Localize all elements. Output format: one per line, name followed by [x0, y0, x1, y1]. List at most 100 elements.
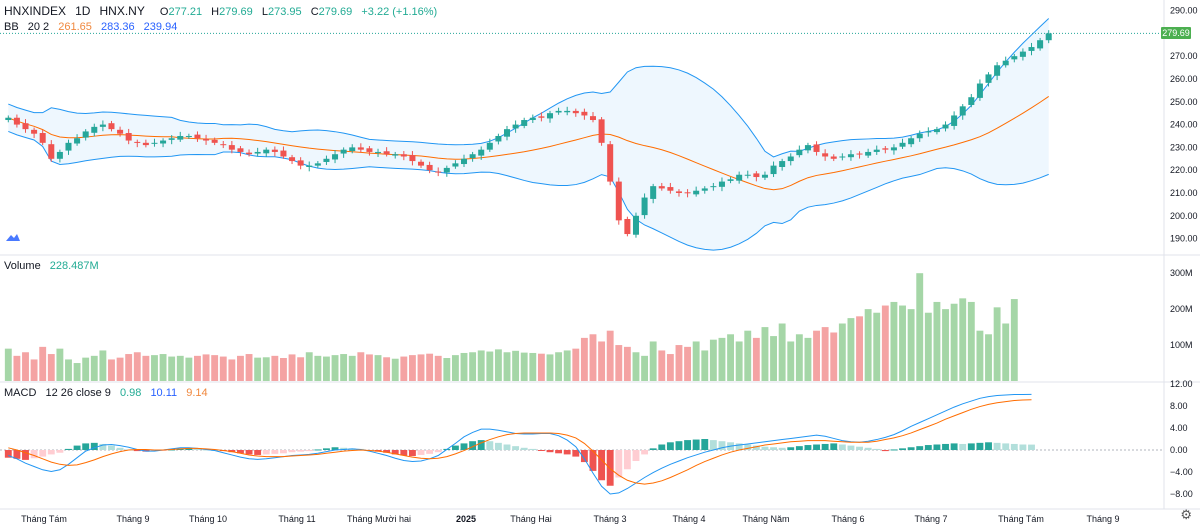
volume-bar	[262, 357, 270, 381]
candle-body	[779, 161, 786, 167]
volume-bar	[770, 336, 777, 381]
volume-bar	[830, 332, 838, 381]
macd-histogram-bar	[598, 450, 606, 481]
volume-bar	[22, 352, 29, 381]
bollinger-band-fill	[8, 18, 1049, 251]
tradingview-logo-icon[interactable]	[5, 231, 21, 243]
macd-histogram-bar	[520, 447, 528, 450]
candle-body	[1045, 33, 1052, 41]
macd-pane	[0, 393, 1164, 495]
candle-body	[701, 188, 708, 191]
macd-histogram-bar	[280, 450, 287, 454]
interval[interactable]: 1D	[75, 4, 91, 18]
macd-histogram-bar	[133, 450, 141, 452]
candle-body	[607, 144, 614, 182]
macd-histogram-bar	[56, 450, 64, 453]
macd-histogram-bar	[512, 446, 520, 450]
macd-histogram-bar	[383, 450, 391, 453]
macd-histogram-bar	[856, 446, 863, 450]
volume-bar	[976, 330, 984, 381]
candle-body	[461, 158, 468, 165]
candle-body	[409, 155, 416, 162]
time-axis-label: 2025	[456, 514, 476, 524]
volume-bar	[718, 337, 726, 381]
macd-histogram-bar	[830, 443, 838, 450]
macd-tick-label: 12.00	[1170, 379, 1193, 389]
candle-body	[925, 131, 932, 133]
macd-line	[8, 393, 1032, 495]
macd-histogram-bar	[391, 450, 399, 455]
macd-histogram-bar	[537, 450, 545, 451]
legend-bb[interactable]: BB 20 2 261.65 283.36 239.94	[4, 20, 183, 34]
macd-tick-label: 4.00	[1170, 423, 1188, 433]
volume-bar	[546, 354, 554, 381]
macd-histogram-bar	[477, 440, 485, 450]
candle-body	[796, 149, 803, 156]
candle-body	[873, 149, 880, 152]
macd-histogram-bar	[1028, 444, 1035, 450]
volume-value: 228.487M	[49, 260, 99, 272]
candle-body	[340, 149, 347, 154]
time-axis-label: Tháng 6	[831, 514, 864, 524]
macd-histogram-bar	[1002, 443, 1010, 450]
macd-histogram-bar	[881, 450, 889, 452]
volume-bar	[314, 355, 322, 381]
macd-histogram-bar	[649, 448, 657, 450]
symbol-name[interactable]: HNXINDEX	[4, 4, 67, 18]
candle-body	[744, 174, 751, 176]
macd-histogram-bar	[340, 447, 348, 450]
bb-upper-line	[8, 18, 1050, 158]
candle-body	[890, 147, 897, 151]
volume-bar	[1002, 323, 1010, 381]
macd-histogram-bar	[254, 450, 262, 455]
macd-histogram-bar	[288, 450, 296, 453]
macd-histogram-bar	[39, 450, 47, 457]
time-axis-label: Tháng 3	[593, 514, 626, 524]
candle-body	[228, 145, 235, 150]
volume-bar	[684, 346, 692, 381]
candle-body	[82, 131, 89, 138]
candle-body	[168, 138, 175, 140]
close-value: 279.69	[318, 6, 353, 18]
volume-bar	[108, 359, 115, 381]
macd-histogram-bar	[245, 450, 253, 455]
open-label: O	[159, 6, 169, 18]
volume-bar	[39, 346, 47, 381]
candle-body	[804, 145, 811, 151]
candle-body	[48, 144, 55, 159]
volume-bar	[159, 354, 167, 381]
candle-body	[503, 129, 511, 137]
candle-body	[1011, 56, 1018, 60]
candle-body	[263, 149, 270, 154]
volume-bar	[90, 355, 98, 381]
macd-histogram-bar	[176, 448, 184, 450]
time-axis-label: Tháng Mười hai	[347, 514, 411, 524]
candle-body	[323, 158, 330, 162]
open-value: 277.21	[168, 6, 203, 18]
volume-bar	[194, 355, 201, 381]
volume-bar	[537, 353, 545, 381]
macd-histogram-bar	[486, 441, 494, 450]
macd-histogram-bar	[116, 447, 124, 450]
macd-histogram-bar	[795, 446, 803, 450]
macd-histogram-bar	[778, 447, 786, 450]
macd-histogram-bar	[899, 448, 906, 450]
volume-bar	[305, 352, 313, 381]
volume-bar	[168, 356, 176, 381]
candle-body	[572, 110, 579, 114]
macd-histogram-bar	[47, 450, 55, 455]
candle-body	[641, 197, 648, 216]
macd-histogram-bar	[976, 442, 984, 450]
candle-body	[254, 151, 261, 154]
volume-bar	[512, 350, 520, 381]
volume-bar	[606, 330, 614, 381]
candle-body	[5, 117, 12, 121]
candle-body	[951, 115, 958, 126]
legend-volume[interactable]: Volume 228.487M	[4, 259, 105, 273]
macd-histogram-bar	[942, 443, 949, 450]
legend-macd[interactable]: MACD 12 26 close 9 0.98 10.11 9.14	[4, 386, 214, 400]
macd-name: MACD	[4, 387, 37, 399]
settings-gear-icon[interactable]: ⚙	[1180, 507, 1192, 522]
volume-bar	[99, 350, 107, 381]
